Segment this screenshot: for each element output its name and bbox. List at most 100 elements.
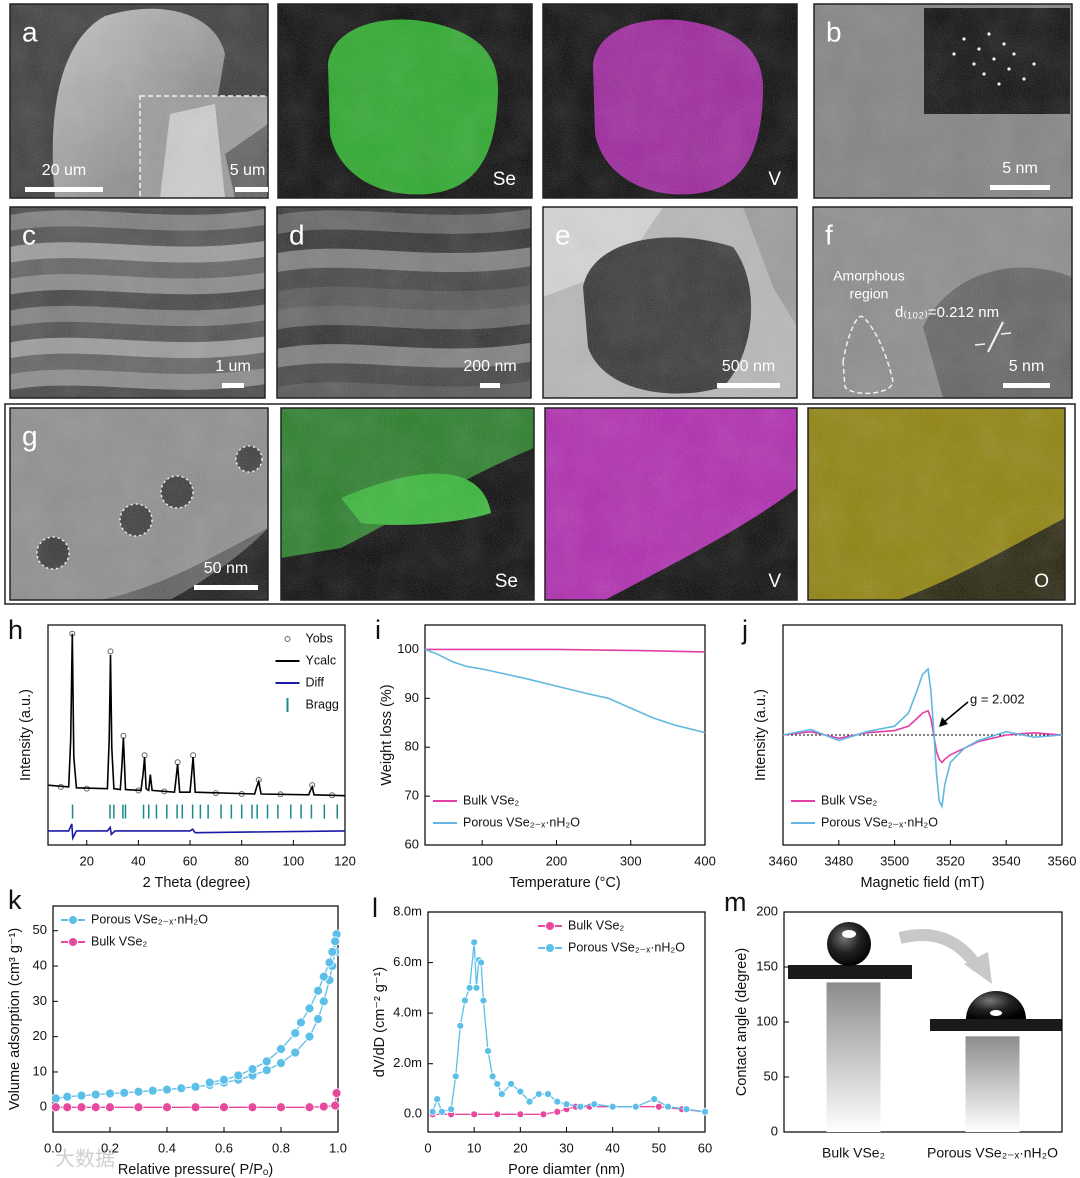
panel-frame bbox=[277, 3, 533, 199]
micrograph bbox=[543, 207, 797, 398]
marker bbox=[562, 1100, 571, 1109]
panel-frame bbox=[280, 407, 535, 601]
marker bbox=[261, 1065, 272, 1076]
element-label: V bbox=[768, 571, 781, 592]
panel-label: a bbox=[22, 16, 38, 47]
series-line bbox=[424, 648, 706, 734]
marker bbox=[590, 1100, 599, 1109]
bar bbox=[826, 982, 881, 1132]
panel-frame bbox=[9, 3, 269, 199]
marker bbox=[318, 996, 329, 1007]
x-tick-label: 200 bbox=[546, 853, 568, 868]
micrograph bbox=[545, 408, 797, 600]
panel-frame bbox=[544, 407, 798, 601]
panel-label: k bbox=[8, 885, 22, 915]
panel-label: m bbox=[724, 887, 747, 917]
y-tick-label: 50 bbox=[764, 1068, 778, 1083]
decoration bbox=[277, 207, 531, 398]
scale-bar-label: 5 nm bbox=[1002, 160, 1038, 177]
marker bbox=[304, 1031, 315, 1042]
y-tick-label: 70 bbox=[405, 788, 419, 803]
x-tick-label: Bulk VSe₂ bbox=[822, 1145, 885, 1161]
x-axis-label: Relative pressure( P/Pₒ) bbox=[118, 1162, 273, 1178]
marker bbox=[204, 1077, 215, 1088]
marker bbox=[631, 1102, 640, 1111]
legend-label: Porous VSe₂₋ₓ·nH₂O bbox=[821, 815, 938, 829]
marker bbox=[105, 1102, 115, 1113]
marker bbox=[447, 1105, 455, 1114]
series-line bbox=[782, 667, 1063, 810]
marker bbox=[276, 1058, 286, 1069]
legend-label: Bragg bbox=[306, 697, 339, 711]
x-tick-label: 300 bbox=[620, 853, 642, 868]
marker bbox=[233, 1070, 244, 1081]
marker bbox=[654, 1102, 663, 1111]
highlight bbox=[842, 930, 856, 938]
marker bbox=[682, 1105, 691, 1114]
marker bbox=[162, 1084, 172, 1095]
marker bbox=[133, 1102, 144, 1113]
x-tick-label: 20 bbox=[513, 1140, 527, 1155]
x-tick-label: 30 bbox=[559, 1140, 573, 1155]
y-axis-label: Intensity (a.u.) bbox=[753, 689, 769, 781]
decoration bbox=[278, 4, 532, 198]
series-line bbox=[48, 823, 346, 841]
marker bbox=[304, 1102, 315, 1113]
scale-bar-label: 1 um bbox=[215, 358, 251, 375]
micrograph bbox=[813, 207, 1072, 398]
marker bbox=[470, 1110, 479, 1119]
x-tick-label: 1.0 bbox=[329, 1140, 347, 1155]
marker bbox=[330, 936, 341, 947]
panel-frame bbox=[812, 206, 1073, 399]
annotation: Amorphous bbox=[833, 268, 905, 284]
y-tick-label: 100 bbox=[756, 1013, 778, 1028]
micrograph bbox=[278, 4, 532, 198]
scale-bar-label: 5 nm bbox=[1009, 358, 1045, 375]
marker bbox=[247, 1064, 258, 1075]
marker bbox=[176, 1083, 187, 1094]
marker bbox=[62, 1091, 73, 1102]
marker bbox=[539, 1110, 548, 1119]
scale-bar-label: 500 nm bbox=[722, 358, 775, 375]
marker bbox=[276, 1102, 286, 1113]
panel-label: g bbox=[22, 420, 38, 451]
x-tick-label: 0.2 bbox=[101, 1140, 119, 1155]
x-tick-label: 100 bbox=[471, 853, 493, 868]
annotation: region bbox=[850, 286, 889, 302]
x-tick-label: Porous VSe₂₋ₓ·nH₂O bbox=[927, 1145, 1058, 1161]
y-tick-label: 40 bbox=[33, 957, 47, 972]
scale-bar bbox=[194, 585, 258, 590]
marker bbox=[525, 1097, 534, 1106]
x-tick-label: 400 bbox=[694, 853, 716, 868]
y-tick-label: 30 bbox=[33, 993, 47, 1008]
micrograph bbox=[814, 4, 1072, 198]
plot-frame bbox=[47, 624, 346, 846]
marker bbox=[516, 1087, 525, 1096]
row-frame bbox=[4, 403, 1076, 605]
series-line bbox=[47, 633, 346, 797]
droplet bbox=[827, 922, 871, 966]
marker bbox=[313, 985, 323, 996]
x-tick-label: 60 bbox=[183, 853, 197, 868]
micrograph bbox=[10, 408, 268, 600]
marker bbox=[472, 983, 481, 992]
marker bbox=[76, 1102, 87, 1113]
arrow-head bbox=[964, 952, 992, 984]
x-tick-label: 0.6 bbox=[215, 1140, 233, 1155]
decoration bbox=[10, 408, 268, 600]
marker bbox=[219, 1074, 229, 1085]
marker bbox=[327, 947, 338, 957]
series-line bbox=[55, 934, 338, 1100]
marker bbox=[133, 1086, 144, 1097]
element-label: O bbox=[1034, 571, 1049, 592]
y-tick-label: 150 bbox=[756, 958, 778, 973]
y-tick-label: 20 bbox=[33, 1028, 47, 1043]
legend-swatch bbox=[545, 943, 555, 953]
marker bbox=[290, 1028, 301, 1039]
marker bbox=[50, 1093, 61, 1104]
panel-label: e bbox=[555, 219, 571, 250]
marker bbox=[507, 1080, 516, 1088]
x-tick-label: 100 bbox=[282, 853, 304, 868]
decoration bbox=[10, 207, 265, 398]
marker bbox=[553, 1107, 562, 1116]
